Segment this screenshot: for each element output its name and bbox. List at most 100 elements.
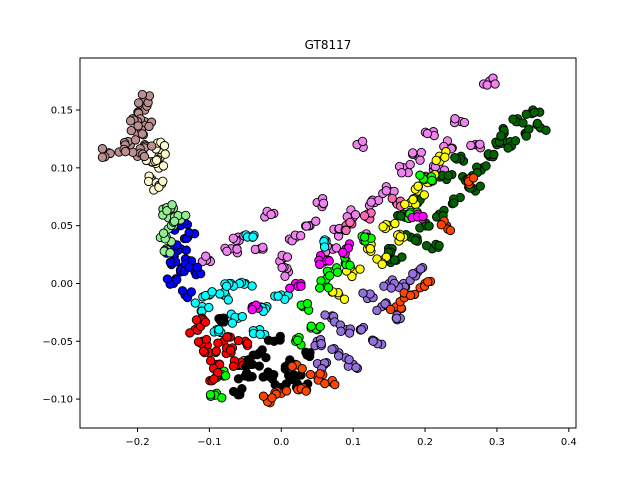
data-point bbox=[306, 321, 316, 331]
data-point bbox=[257, 345, 267, 355]
data-point bbox=[233, 390, 243, 400]
data-point bbox=[258, 242, 268, 252]
data-point bbox=[247, 304, 257, 315]
data-point bbox=[248, 350, 258, 360]
data-point bbox=[147, 141, 157, 151]
data-point bbox=[193, 337, 204, 347]
data-point bbox=[331, 243, 342, 253]
data-point bbox=[421, 241, 432, 251]
y-tick-label: 0.10 bbox=[51, 163, 73, 174]
data-point bbox=[269, 369, 279, 380]
data-point bbox=[344, 328, 355, 338]
data-point bbox=[508, 114, 518, 124]
data-point bbox=[184, 262, 194, 272]
data-point bbox=[427, 175, 437, 186]
data-point bbox=[162, 206, 172, 216]
data-point bbox=[396, 211, 406, 221]
data-point bbox=[386, 283, 396, 293]
data-point bbox=[258, 391, 269, 401]
data-point bbox=[221, 281, 232, 291]
data-point bbox=[324, 271, 335, 281]
data-point bbox=[339, 294, 350, 304]
data-point bbox=[397, 168, 407, 178]
data-point bbox=[165, 248, 175, 258]
data-point bbox=[198, 346, 209, 356]
data-point bbox=[436, 220, 446, 230]
data-point bbox=[97, 152, 108, 162]
data-point bbox=[242, 338, 253, 348]
data-point bbox=[475, 139, 485, 149]
data-point bbox=[165, 257, 175, 267]
data-point bbox=[449, 198, 459, 208]
data-point bbox=[405, 290, 416, 301]
data-point bbox=[315, 321, 325, 332]
y-tick-label: 0.15 bbox=[51, 106, 73, 117]
data-point bbox=[315, 369, 325, 379]
data-point bbox=[228, 361, 239, 371]
x-tick-label: 0.3 bbox=[489, 437, 505, 448]
data-point bbox=[408, 269, 418, 279]
data-point bbox=[311, 216, 321, 226]
data-point bbox=[418, 211, 428, 222]
data-point bbox=[169, 216, 180, 226]
data-point bbox=[143, 176, 154, 187]
data-point bbox=[324, 256, 334, 266]
data-point bbox=[232, 244, 242, 254]
data-point bbox=[408, 194, 418, 205]
y-tick-label: 0.05 bbox=[51, 221, 73, 232]
data-point bbox=[355, 264, 365, 274]
data-point bbox=[318, 198, 329, 208]
data-point bbox=[529, 107, 539, 118]
data-point bbox=[282, 252, 293, 262]
data-point bbox=[296, 231, 306, 241]
data-point bbox=[366, 197, 376, 207]
data-point bbox=[167, 200, 177, 210]
data-point bbox=[158, 161, 169, 171]
x-tick-label: −0.2 bbox=[125, 437, 149, 448]
data-point bbox=[319, 242, 330, 252]
data-point bbox=[181, 210, 191, 221]
data-point bbox=[214, 313, 224, 324]
data-point bbox=[351, 362, 361, 373]
data-point bbox=[273, 291, 283, 301]
data-point bbox=[158, 228, 169, 238]
data-point bbox=[293, 335, 303, 345]
data-point bbox=[201, 251, 211, 261]
data-point bbox=[159, 141, 170, 151]
data-point bbox=[466, 140, 476, 151]
data-point bbox=[266, 209, 276, 220]
data-point bbox=[207, 287, 217, 297]
data-point bbox=[391, 313, 402, 323]
data-point bbox=[205, 356, 216, 366]
data-point bbox=[217, 393, 227, 403]
data-point bbox=[372, 305, 382, 316]
data-point bbox=[151, 155, 162, 165]
data-point bbox=[336, 326, 346, 336]
data-point bbox=[185, 328, 195, 338]
data-point bbox=[200, 317, 211, 327]
data-point bbox=[450, 152, 460, 163]
data-point bbox=[521, 109, 531, 119]
data-point bbox=[296, 281, 306, 291]
data-point bbox=[416, 264, 426, 274]
data-point bbox=[475, 181, 485, 191]
data-point bbox=[302, 298, 313, 309]
x-tick-label: 0.4 bbox=[561, 437, 577, 448]
data-point bbox=[358, 288, 368, 298]
data-point bbox=[330, 379, 340, 390]
points-layer bbox=[97, 73, 551, 408]
data-point bbox=[445, 225, 456, 236]
data-point bbox=[503, 143, 513, 153]
data-point bbox=[247, 281, 257, 291]
data-point bbox=[320, 310, 330, 320]
y-axis: −0.10 −0.05 0.00 0.05 0.10 0.15 bbox=[42, 106, 80, 406]
data-point bbox=[359, 211, 370, 221]
plot-frame bbox=[79, 57, 577, 429]
data-point bbox=[305, 351, 315, 362]
data-point bbox=[280, 271, 290, 281]
data-point bbox=[344, 354, 354, 365]
data-point bbox=[415, 170, 425, 180]
data-point bbox=[489, 149, 499, 160]
data-point bbox=[481, 161, 491, 171]
